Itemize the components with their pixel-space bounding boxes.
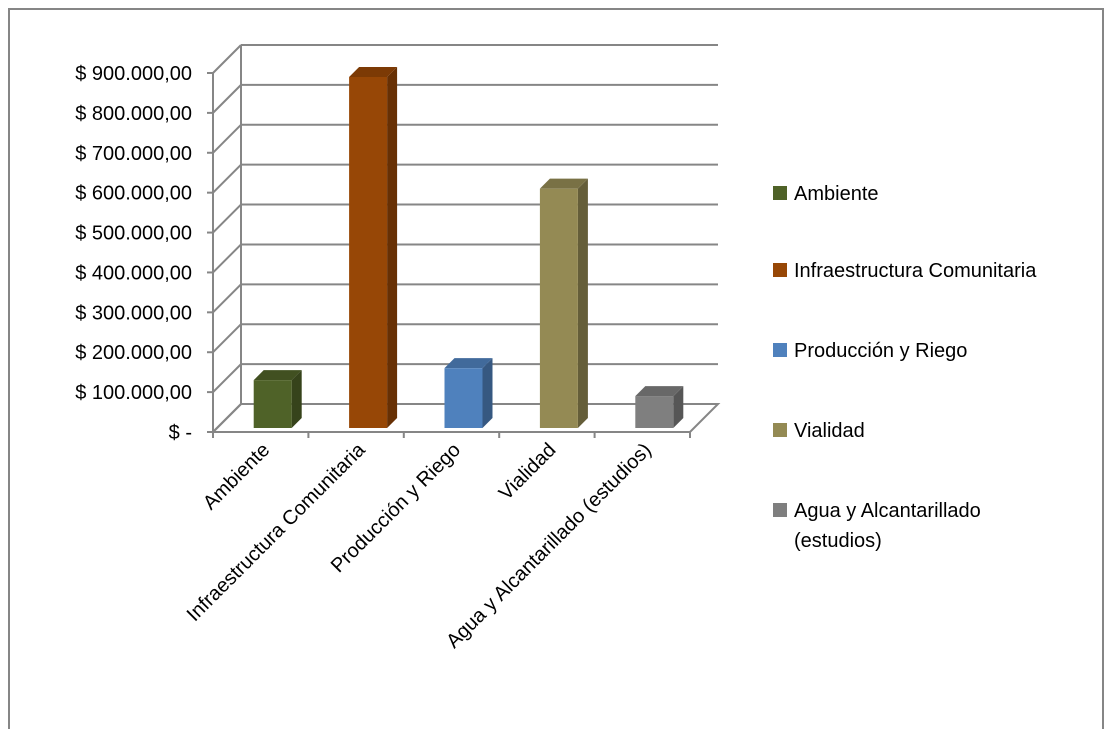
bar-side [482, 358, 493, 428]
bar-side [387, 66, 398, 428]
legend-label: Vialidad [794, 420, 865, 442]
floor [210, 403, 721, 433]
bar [253, 370, 302, 428]
legend-swatch [773, 423, 787, 437]
gridline-diagonal [212, 124, 242, 154]
y-tick-labels: $ - $ 100.000,00 $ 200.000,00 $ 300.000,00 $… [75, 63, 192, 444]
bars [253, 66, 684, 428]
bar [539, 178, 588, 428]
bar-top [635, 386, 684, 397]
y-tick-label: $ 100.000,00 [75, 382, 192, 404]
legend-item: Agua y Alcantarillado (estudios) [773, 500, 981, 552]
category-label: Agua y Alcantarillado (estudios) [442, 439, 656, 653]
category-label: Vialidad [495, 439, 561, 505]
gridline-diagonal [212, 203, 242, 234]
legend-swatch [773, 186, 787, 200]
legend-swatch [773, 503, 787, 517]
y-tick-label: $ 600.000,00 [75, 183, 192, 205]
gridline-diagonal [212, 163, 242, 194]
legend-label: Producción y Riego [794, 340, 967, 362]
bar [635, 386, 684, 428]
legend-item: Ambiente [773, 183, 879, 205]
bar-top [253, 370, 302, 381]
category-label: Infraestructura Comunitaria [183, 438, 371, 626]
axes [207, 45, 721, 438]
gridline-diagonal [212, 323, 242, 353]
gridline-diagonal [212, 283, 242, 314]
legend-swatch [773, 263, 787, 277]
bar [444, 358, 493, 428]
chart-frame [8, 8, 1104, 729]
bar-front [444, 368, 483, 428]
legend: Ambiente Infraestructura Comunitaria Produ… [773, 183, 1037, 552]
bar-top [444, 358, 493, 369]
gridline-diagonal [212, 44, 242, 74]
y-tick-label: $ 200.000,00 [75, 342, 192, 364]
y-tick-label: $ 300.000,00 [75, 302, 192, 324]
legend-swatch [773, 343, 787, 357]
y-tick-label: $ 900.000,00 [75, 63, 192, 85]
y-tick-label: $ 800.000,00 [75, 103, 192, 125]
bar-side [291, 370, 302, 428]
y-tick-label: $ 400.000,00 [75, 262, 192, 284]
gridline-diagonal [212, 84, 242, 114]
legend-item: Producción y Riego [773, 340, 967, 362]
legend-label: (estudios) [794, 530, 882, 552]
y-tick-label: $ - [169, 422, 192, 444]
gridline-diagonal [212, 363, 242, 393]
y-tick-label: $ 700.000,00 [75, 143, 192, 165]
gridlines [212, 44, 718, 433]
gridline-diagonal [212, 243, 242, 274]
bar-front [349, 76, 388, 428]
bar-front [539, 188, 578, 428]
legend-label: Ambiente [794, 183, 879, 205]
bar [349, 66, 398, 428]
legend-label: Agua y Alcantarillado [794, 500, 981, 522]
bar-side [577, 178, 588, 428]
bar-front [253, 380, 292, 428]
bar-side [673, 386, 684, 428]
legend-label: Infraestructura Comunitaria [794, 260, 1037, 282]
bar-top [539, 178, 588, 189]
bar-top [349, 66, 398, 77]
legend-item: Infraestructura Comunitaria [773, 260, 1037, 282]
y-tick-label: $ 500.000,00 [75, 223, 192, 245]
legend-item: Vialidad [773, 420, 865, 442]
category-label: Ambiente [199, 439, 274, 514]
bar-front [635, 396, 674, 428]
